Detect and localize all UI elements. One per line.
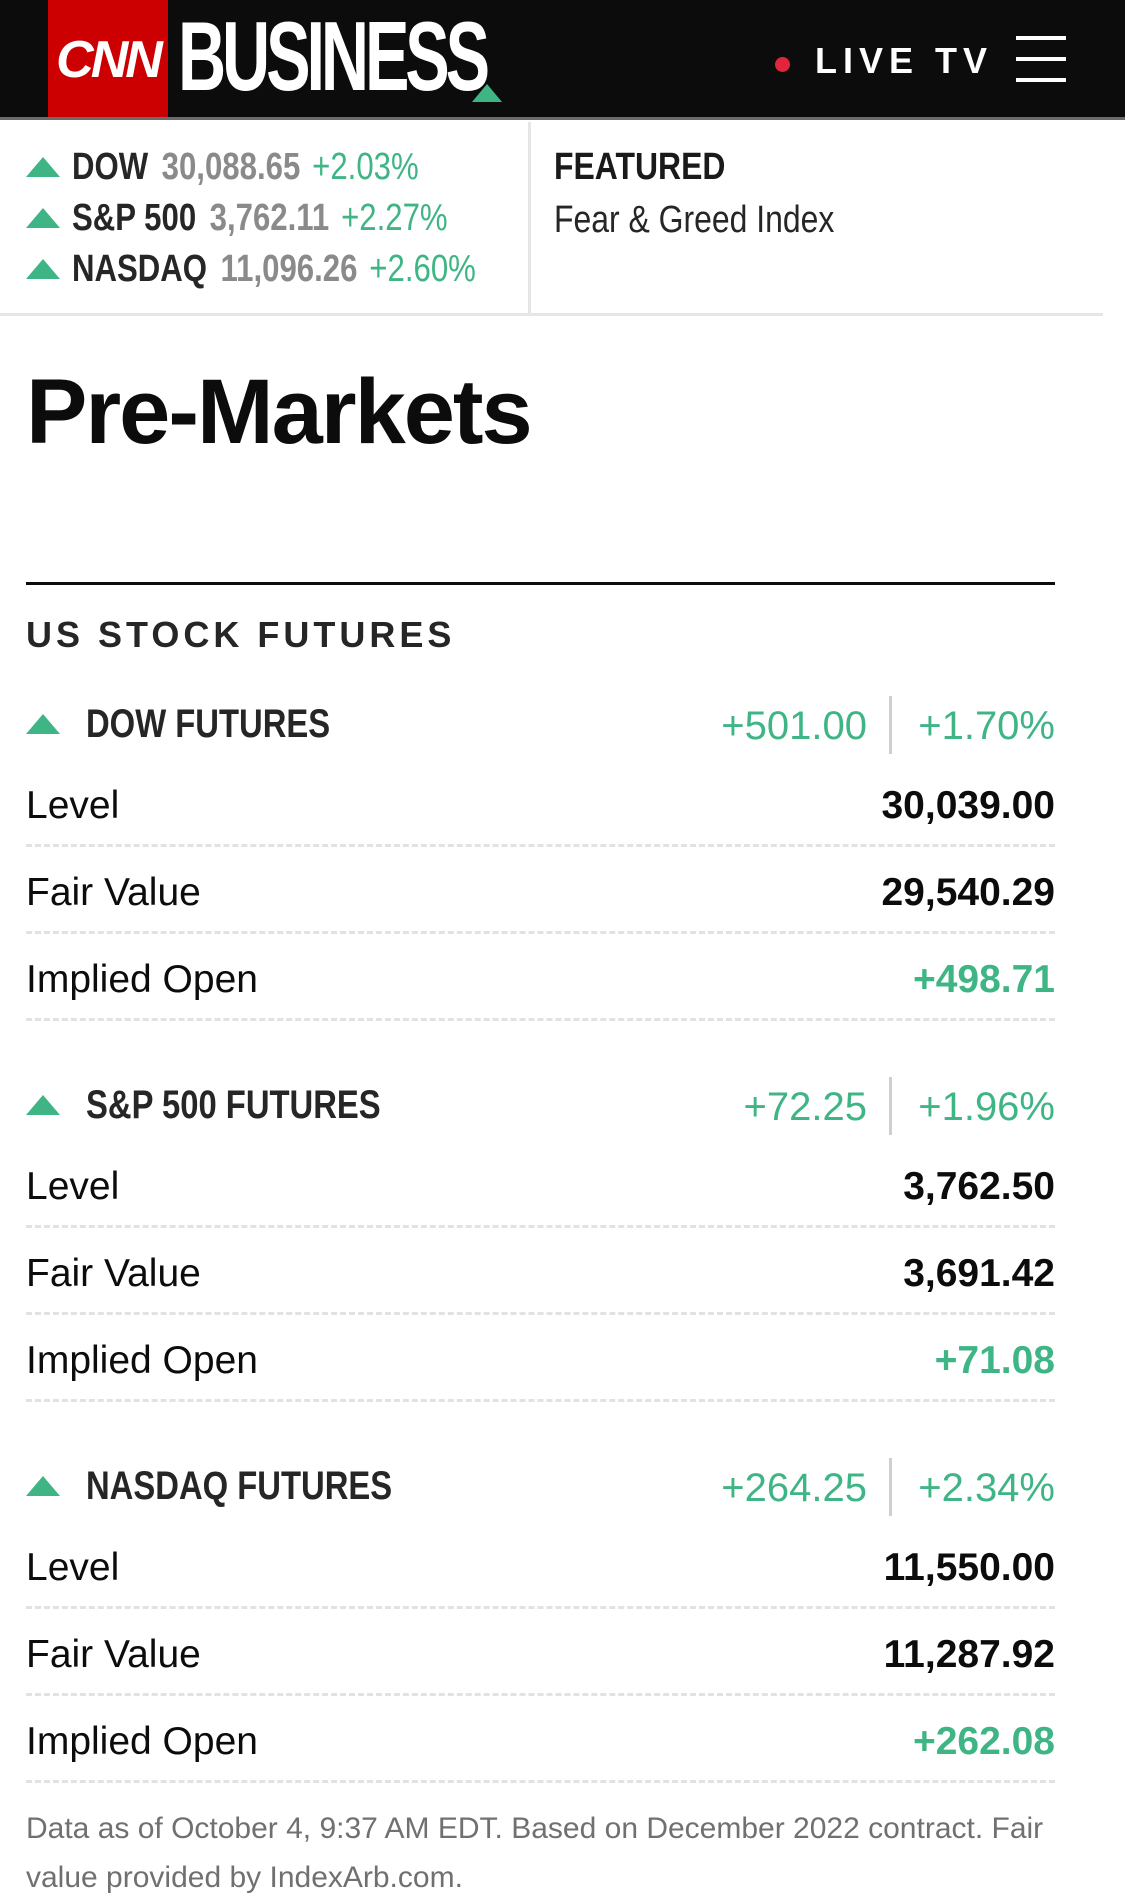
data-row: Implied Open +71.08 xyxy=(26,1315,1055,1402)
up-triangle-icon xyxy=(26,259,60,279)
ticker-name: NASDAQ xyxy=(72,247,208,290)
data-row: Level 30,039.00 xyxy=(26,760,1055,847)
futures-card-dow: DOW FUTURES +501.00 +1.70% Level 30,039.… xyxy=(26,690,1055,1021)
futures-change-pct: +1.70% xyxy=(918,704,1055,748)
ticker-change: +2.27% xyxy=(341,196,448,239)
featured-label: FEATURED xyxy=(554,146,726,188)
futures-name: NASDAQ FUTURES xyxy=(86,1464,393,1508)
data-source-note: Data as of October 4, 9:37 AM EDT. Based… xyxy=(26,1812,1044,1894)
ticker-row-nasdaq[interactable]: NASDAQ 11,096.26 +2.60% xyxy=(26,246,565,292)
row-value: 3,762.50 xyxy=(903,1165,1055,1208)
futures-change: +72.25 xyxy=(743,1085,867,1129)
live-tv-link[interactable]: LIVE TV xyxy=(815,40,994,81)
futures-card-sp500: S&P 500 FUTURES +72.25 +1.96% Level 3,76… xyxy=(26,1071,1055,1402)
data-row: Implied Open +262.08 xyxy=(26,1696,1055,1783)
up-triangle-icon xyxy=(26,714,60,734)
live-dot-icon xyxy=(775,57,790,72)
row-value: +71.08 xyxy=(934,1339,1055,1382)
business-wordmark[interactable]: BUSINESS xyxy=(178,1,490,111)
futures-header: S&P 500 FUTURES +72.25 +1.96% xyxy=(26,1071,1055,1141)
ticker-name: DOW xyxy=(72,145,149,188)
top-nav-bar: CNN BUSINESS LIVE TV xyxy=(0,0,1125,120)
row-label: Implied Open xyxy=(26,1720,258,1763)
row-label: Level xyxy=(26,1165,120,1208)
row-label: Level xyxy=(26,1546,120,1589)
row-value: 29,540.29 xyxy=(881,871,1055,914)
futures-name: S&P 500 FUTURES xyxy=(86,1083,381,1127)
data-row: Implied Open +498.71 xyxy=(26,934,1055,1021)
row-label: Implied Open xyxy=(26,1339,258,1382)
ticker-value: 11,096.26 xyxy=(220,247,358,290)
data-row: Level 3,762.50 xyxy=(26,1141,1055,1228)
ticker-row-sp500[interactable]: S&P 500 3,762.11 +2.27% xyxy=(26,195,530,241)
section-divider xyxy=(26,582,1055,585)
row-value: 30,039.00 xyxy=(881,784,1055,827)
row-label: Fair Value xyxy=(26,1252,201,1295)
ticker-change: +2.60% xyxy=(369,247,476,290)
futures-header: DOW FUTURES +501.00 +1.70% xyxy=(26,690,1055,760)
data-row: Level 11,550.00 xyxy=(26,1522,1055,1609)
row-value: 11,287.92 xyxy=(883,1633,1055,1676)
futures-name: DOW FUTURES xyxy=(86,702,331,746)
row-label: Level xyxy=(26,784,120,827)
brand-triangle-icon xyxy=(472,84,502,102)
row-value: 11,550.00 xyxy=(883,1546,1055,1589)
up-triangle-icon xyxy=(26,157,60,177)
row-value: 3,691.42 xyxy=(903,1252,1055,1295)
row-value: +498.71 xyxy=(912,958,1055,1001)
row-label: Implied Open xyxy=(26,958,258,1001)
featured-panel: FEATURED Fear & Greed Index xyxy=(554,146,888,242)
cnn-logo-text: CNN xyxy=(56,31,163,89)
divider xyxy=(889,1077,892,1135)
divider xyxy=(889,696,892,754)
row-value: +262.08 xyxy=(912,1720,1055,1763)
ticker-row-dow[interactable]: DOW 30,088.65 +2.03% xyxy=(26,144,495,190)
row-label: Fair Value xyxy=(26,1633,201,1676)
hamburger-menu-icon[interactable] xyxy=(1016,34,1066,84)
up-triangle-icon xyxy=(26,1095,60,1115)
up-triangle-icon xyxy=(26,208,60,228)
data-row: Fair Value 3,691.42 xyxy=(26,1228,1055,1315)
ticker-change: +2.03% xyxy=(312,145,419,188)
data-row: Fair Value 11,287.92 xyxy=(26,1609,1055,1696)
row-label: Fair Value xyxy=(26,871,201,914)
market-ticker: DOW 30,088.65 +2.03% S&P 500 3,762.11 +2… xyxy=(0,122,531,316)
up-triangle-icon xyxy=(26,1476,60,1496)
ticker-value: 3,762.11 xyxy=(209,196,330,239)
futures-change-pct: +1.96% xyxy=(918,1085,1055,1129)
futures-change-pct: +2.34% xyxy=(918,1466,1055,1510)
futures-change: +501.00 xyxy=(721,704,867,748)
page-title: Pre-Markets xyxy=(26,361,533,463)
fear-greed-link[interactable]: Fear & Greed Index xyxy=(554,199,835,241)
ticker-value: 30,088.65 xyxy=(161,145,301,188)
ticker-name: S&P 500 xyxy=(72,196,197,239)
section-title: US STOCK FUTURES xyxy=(26,614,456,655)
divider xyxy=(889,1458,892,1516)
futures-header: NASDAQ FUTURES +264.25 +2.34% xyxy=(26,1452,1055,1522)
data-row: Fair Value 29,540.29 xyxy=(26,847,1055,934)
divider xyxy=(0,313,1103,316)
futures-card-nasdaq: NASDAQ FUTURES +264.25 +2.34% Level 11,5… xyxy=(26,1452,1055,1783)
cnn-logo[interactable]: CNN xyxy=(48,0,168,120)
futures-change: +264.25 xyxy=(721,1466,867,1510)
